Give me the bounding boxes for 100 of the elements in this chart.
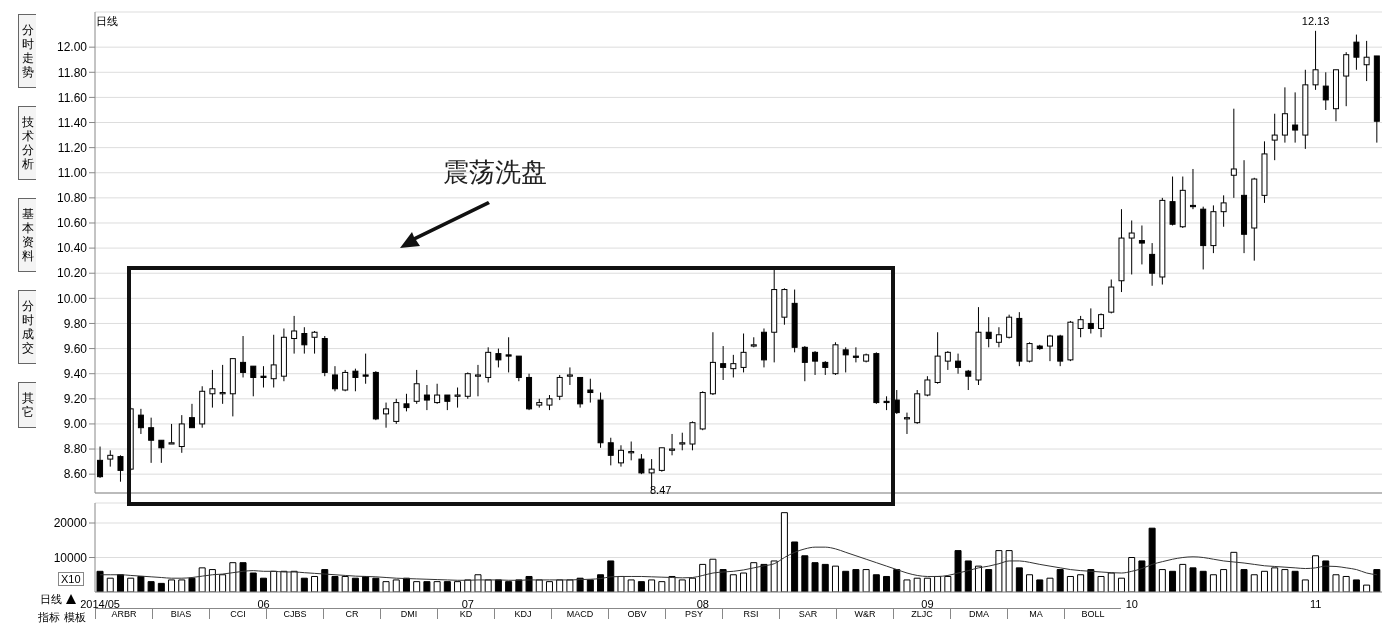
bar — [811, 562, 819, 592]
bar — [106, 577, 114, 592]
candlestick — [1230, 108, 1237, 199]
text: SAR — [779, 608, 836, 619]
bar — [566, 579, 574, 592]
candlestick — [1098, 312, 1105, 338]
bar — [658, 581, 666, 592]
bar — [740, 572, 748, 592]
candlestick — [219, 364, 226, 405]
text: ZLJC — [893, 608, 950, 619]
bar — [1373, 569, 1381, 592]
candlestick — [556, 374, 563, 401]
candlestick — [158, 439, 165, 464]
text: 日线 — [40, 592, 62, 607]
y-tick-label: 9.60 — [63, 341, 88, 356]
bar — [1312, 555, 1320, 592]
y-tick-label: 20000 — [53, 516, 88, 531]
bar — [617, 575, 625, 592]
text: BOLL — [1064, 608, 1121, 619]
bar — [780, 512, 788, 592]
bar — [995, 550, 1003, 592]
bar — [1036, 579, 1044, 592]
candlestick — [393, 398, 400, 425]
y-tick-label: 12.00 — [56, 40, 88, 55]
y-tick-label: 11.40 — [57, 115, 88, 130]
candlestick — [1271, 113, 1278, 161]
candlestick — [474, 364, 481, 397]
annotation: 12.13 — [1301, 14, 1330, 27]
candlestick — [1322, 71, 1329, 111]
text: 分时走势 — [18, 14, 36, 88]
text: 分时成交 — [18, 290, 36, 364]
bar — [188, 577, 196, 592]
bar — [1209, 574, 1217, 592]
y-tick-label: 11.00 — [57, 166, 88, 181]
bar — [239, 562, 247, 592]
bar — [678, 579, 686, 592]
bar — [852, 569, 860, 592]
candlestick — [658, 447, 665, 473]
bar — [1250, 574, 1258, 592]
bar — [229, 562, 237, 592]
text: OBV — [608, 608, 665, 619]
candlestick — [454, 387, 461, 409]
candlestick — [669, 433, 676, 456]
bar — [974, 565, 982, 592]
bar — [1077, 574, 1085, 592]
candlestick — [587, 378, 594, 404]
bar — [1199, 570, 1207, 592]
candlestick — [1292, 91, 1299, 144]
bar — [1117, 577, 1125, 592]
bar — [290, 570, 298, 592]
bar — [688, 577, 696, 592]
bar — [351, 577, 359, 592]
candlestick — [250, 365, 257, 397]
bar — [1301, 579, 1309, 592]
text: 指标 — [38, 610, 60, 625]
candlestick — [1138, 225, 1145, 265]
candlestick — [168, 423, 175, 445]
bar — [219, 574, 227, 592]
bar — [208, 569, 216, 592]
y-tick-label: 10.60 — [56, 216, 88, 231]
text: ARBR — [95, 608, 152, 619]
bar — [883, 575, 891, 592]
candlestick — [413, 369, 420, 405]
candlestick — [331, 365, 338, 392]
bar — [372, 577, 380, 592]
candlestick — [505, 336, 512, 373]
bar — [668, 575, 676, 592]
bar — [1005, 550, 1013, 592]
bar — [505, 581, 513, 592]
candlestick — [117, 454, 124, 483]
bar — [1240, 569, 1248, 592]
bar — [1179, 563, 1187, 592]
annotation: 震荡洗盘 — [443, 156, 547, 189]
bar — [433, 581, 441, 592]
bar — [954, 550, 962, 592]
candlestick — [566, 366, 573, 386]
text: KDJ — [494, 608, 551, 619]
text: CCI — [209, 608, 266, 619]
text: 技术分析 — [18, 106, 36, 180]
bar — [862, 569, 870, 592]
y-tick-label: 10.80 — [56, 191, 88, 206]
x-tick-label: 2014/05 — [80, 597, 120, 610]
x-tick-label: 11 — [1309, 597, 1322, 610]
y-tick-label: 11.20 — [57, 140, 88, 155]
candlestick — [730, 354, 737, 378]
candlestick — [270, 334, 277, 389]
bar — [1138, 560, 1146, 592]
candlestick — [1169, 176, 1176, 226]
y-tick-label: 9.40 — [63, 366, 88, 381]
bar — [842, 570, 850, 592]
bar — [1220, 569, 1228, 592]
text: PSY — [665, 608, 722, 619]
bar — [791, 541, 799, 592]
bar — [1363, 584, 1371, 592]
text: W&R — [836, 608, 893, 619]
bar — [270, 570, 278, 592]
bar — [872, 574, 880, 592]
text: RSI — [722, 608, 779, 619]
bar — [443, 581, 451, 592]
bar — [1026, 574, 1034, 592]
